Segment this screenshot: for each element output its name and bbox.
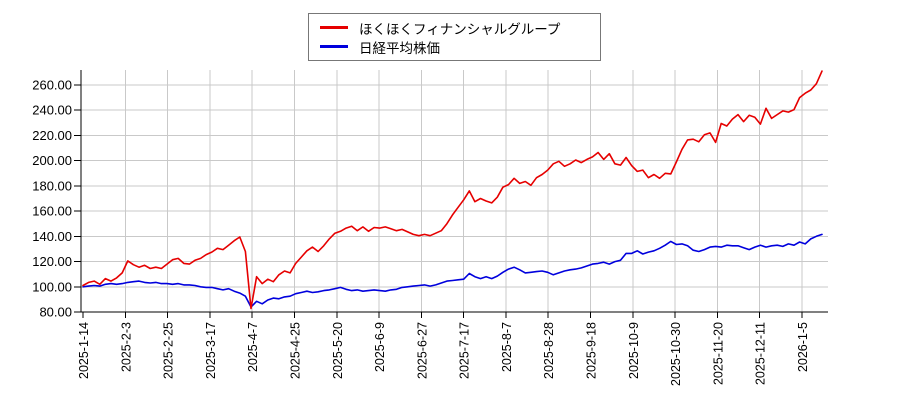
y-tick-label: 240.00: [32, 103, 72, 118]
chart-legend: ほくほくフィナンシャルグループ 日経平均株価: [308, 13, 601, 61]
y-tick-label: 120.00: [32, 254, 72, 269]
x-tick-label: 2025-4-25: [288, 322, 302, 379]
y-tick-label: 180.00: [32, 178, 72, 193]
y-tick-label: 100.00: [32, 279, 72, 294]
x-tick-label: 2025-5-20: [331, 322, 345, 379]
x-tick-label: 2025-7-17: [458, 322, 472, 379]
legend-label-nikkei: 日経平均株価: [359, 40, 440, 56]
x-tick-label: 2025-2-3: [119, 322, 133, 372]
y-tick-label: 80.00: [39, 305, 72, 320]
legend-line-sample-red: [320, 26, 348, 29]
series-nikkei-line: [82, 233, 823, 308]
legend-entry-nikkei: 日経平均株価: [320, 38, 588, 56]
x-tick-label: 2025-12-11: [754, 322, 768, 385]
x-tick-label: 2025-9-18: [585, 322, 599, 379]
x-tick-label: 2025-10-9: [627, 322, 641, 379]
x-tick-label: 2025-6-27: [415, 322, 429, 379]
x-tick-label: 2026-1-5: [796, 322, 810, 372]
y-tick-label: 260.00: [32, 78, 72, 93]
y-tick-label: 220.00: [32, 128, 72, 143]
x-tick-label: 2025-1-14: [77, 322, 91, 379]
x-tick-label: 2025-8-28: [542, 322, 556, 379]
x-tick-label: 2025-11-20: [711, 322, 725, 385]
x-tick-label: 2025-4-7: [246, 322, 260, 372]
axis-labels: 80.00 100.00 120.00 140.00 160.00 180.00 200.0…: [32, 78, 810, 386]
y-tick-label: 140.00: [32, 229, 72, 244]
series-hokuhoku-line: [82, 70, 823, 310]
grid-lines: [81, 70, 828, 312]
x-tick-label: 2025-2-25: [162, 322, 176, 379]
legend-label-hokuhoku: ほくほくフィナンシャルグループ: [359, 21, 561, 37]
x-tick-label: 2025-10-30: [669, 322, 683, 386]
legend-line-sample-blue: [320, 45, 348, 48]
x-tick-label: 2025-3-17: [204, 322, 218, 379]
x-tick-label: 2025-8-7: [500, 322, 514, 372]
y-tick-label: 160.00: [32, 204, 72, 219]
legend-entry-hokuhoku: ほくほくフィナンシャルグループ: [320, 19, 588, 37]
x-tick-label: 2025-6-9: [373, 322, 387, 372]
y-tick-label: 200.00: [32, 153, 72, 168]
axes: [74, 70, 828, 318]
